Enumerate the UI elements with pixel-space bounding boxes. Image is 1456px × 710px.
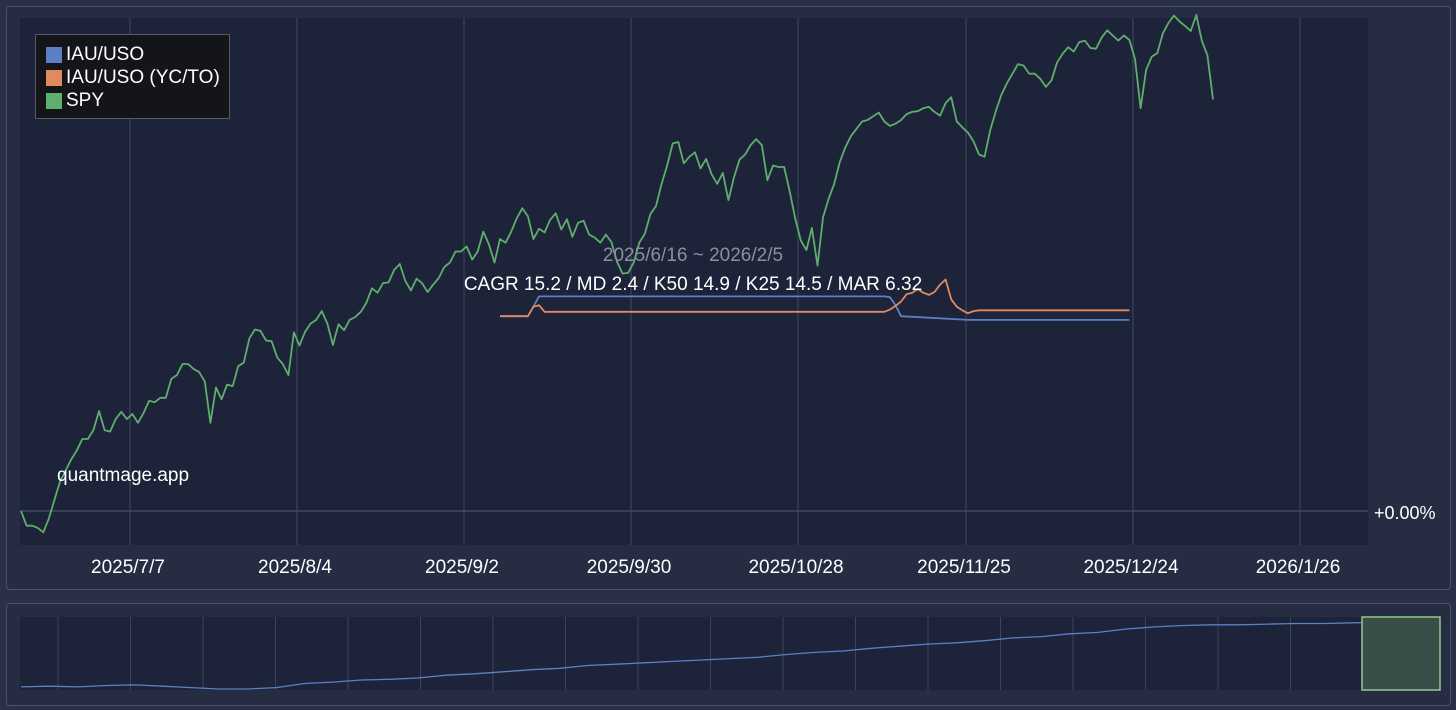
navigator-series-line bbox=[20, 620, 1439, 690]
series-line-spy[interactable] bbox=[20, 13, 1214, 534]
legend-swatch bbox=[46, 70, 62, 86]
x-tick-label: 2025/7/7 bbox=[91, 557, 165, 578]
grid-lines bbox=[20, 18, 1368, 545]
y-tick-label: +0.00% bbox=[1374, 503, 1436, 523]
series-line-iau-uso-yc-to[interactable] bbox=[500, 278, 1130, 318]
x-tick-label: 2025/11/25 bbox=[917, 557, 1011, 578]
legend-swatch bbox=[46, 93, 62, 109]
plot-area bbox=[20, 18, 1368, 545]
legend-item-iau-uso-yc-to[interactable]: IAU/USO (YC/TO) bbox=[46, 67, 220, 89]
x-tick-label: 2025/9/30 bbox=[587, 557, 672, 578]
x-tick-label: 2026/1/26 bbox=[1256, 557, 1341, 578]
date-range-label: 2025/6/16 ~ 2026/2/5 bbox=[603, 245, 783, 266]
legend-swatch bbox=[46, 47, 62, 63]
stats-label: CAGR 15.2 / MD 2.4 / K50 14.9 / K25 14.5… bbox=[464, 274, 922, 295]
navigator-plot bbox=[20, 617, 1440, 690]
legend: IAU/USO IAU/USO (YC/TO) SPY bbox=[35, 34, 230, 119]
navigator-selection-handle[interactable] bbox=[1361, 616, 1441, 691]
x-tick-label: 2025/8/4 bbox=[258, 557, 332, 578]
legend-label: IAU/USO (YC/TO) bbox=[66, 67, 220, 88]
legend-item-spy[interactable]: SPY bbox=[46, 90, 104, 112]
x-axis-ticks: 2025/7/7 2025/8/4 2025/9/2 2025/9/30 2025/10… bbox=[91, 557, 1340, 578]
x-tick-label: 2025/12/24 bbox=[1083, 557, 1179, 578]
x-tick-label: 2025/9/2 bbox=[425, 557, 499, 578]
legend-label: SPY bbox=[66, 90, 105, 111]
watermark: quantmage.app bbox=[57, 465, 189, 486]
legend-item-iau-uso[interactable]: IAU/USO bbox=[46, 44, 144, 66]
legend-label: IAU/USO bbox=[66, 44, 145, 65]
series-layer bbox=[20, 13, 1214, 534]
x-tick-label: 2025/10/28 bbox=[748, 557, 843, 578]
